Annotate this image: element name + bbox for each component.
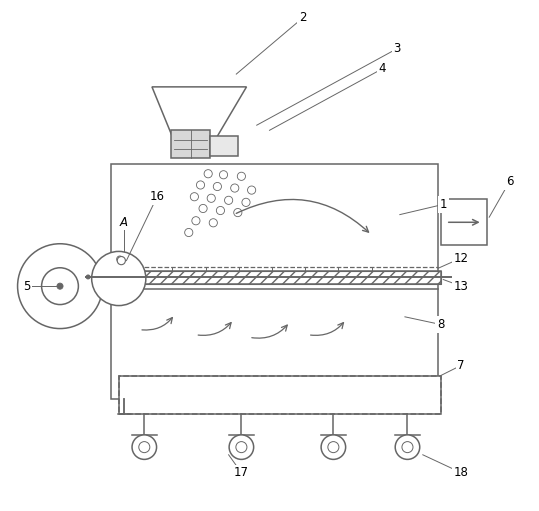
Text: 13: 13 [454, 280, 468, 293]
Bar [111, 164, 438, 399]
Text: 16: 16 [150, 190, 164, 203]
Circle shape [132, 435, 156, 459]
Bar [119, 271, 441, 284]
Circle shape [395, 435, 420, 459]
Circle shape [57, 283, 63, 289]
Circle shape [199, 204, 207, 213]
Circle shape [213, 182, 222, 191]
Circle shape [139, 442, 150, 453]
Circle shape [117, 256, 123, 262]
Circle shape [247, 186, 255, 194]
Bar [119, 376, 441, 414]
Circle shape [92, 251, 146, 306]
Text: 8: 8 [437, 318, 444, 331]
Circle shape [42, 268, 78, 305]
Circle shape [117, 257, 126, 265]
Circle shape [242, 198, 250, 206]
Bar [210, 136, 238, 156]
Bar [441, 199, 487, 245]
Bar [119, 376, 441, 414]
Text: A: A [120, 216, 128, 229]
Circle shape [190, 193, 198, 201]
Circle shape [225, 196, 233, 204]
Circle shape [216, 206, 225, 215]
Circle shape [86, 275, 90, 279]
Circle shape [237, 172, 245, 180]
Circle shape [219, 171, 227, 179]
Circle shape [321, 435, 345, 459]
Text: 7: 7 [458, 359, 465, 372]
Circle shape [196, 181, 205, 189]
Circle shape [209, 219, 217, 227]
Text: 6: 6 [506, 175, 514, 188]
Bar [119, 271, 441, 284]
Circle shape [234, 208, 242, 217]
Circle shape [402, 442, 413, 453]
Circle shape [192, 217, 200, 225]
Circle shape [229, 435, 254, 459]
Text: 1: 1 [439, 198, 447, 211]
Circle shape [207, 194, 216, 202]
Text: 17: 17 [234, 466, 249, 479]
Circle shape [328, 442, 339, 453]
Text: 4: 4 [378, 62, 386, 76]
Text: 2: 2 [299, 11, 307, 25]
Circle shape [204, 170, 212, 178]
Text: 12: 12 [454, 251, 468, 265]
Text: 3: 3 [393, 42, 401, 55]
Circle shape [185, 228, 193, 237]
Polygon shape [152, 87, 246, 143]
Text: 18: 18 [454, 466, 468, 479]
Circle shape [236, 442, 247, 453]
Circle shape [18, 244, 102, 329]
Circle shape [231, 184, 239, 192]
Text: 5: 5 [23, 280, 31, 293]
Bar [171, 130, 210, 158]
